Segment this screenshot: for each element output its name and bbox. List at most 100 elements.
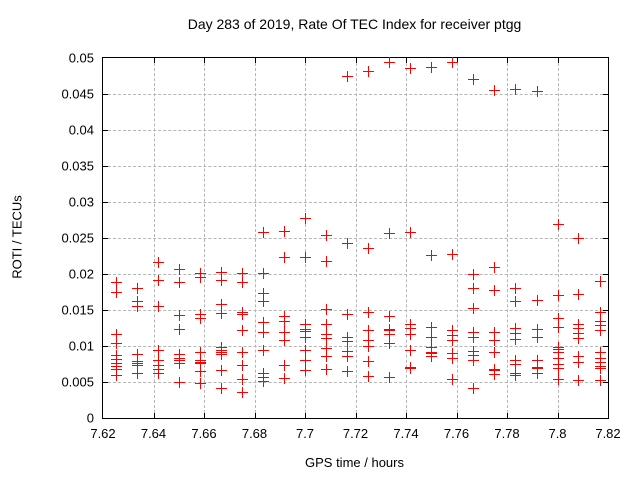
data-point-marker xyxy=(510,282,522,294)
y-tick-label: 0.035 xyxy=(61,158,94,174)
data-point-marker xyxy=(110,276,122,288)
data-point-marker xyxy=(131,348,143,360)
data-point-marker xyxy=(531,324,543,336)
data-point-marker xyxy=(131,359,143,371)
data-point-marker xyxy=(342,309,354,321)
data-point-marker xyxy=(194,271,206,283)
data-point-marker xyxy=(489,347,501,359)
data-point-marker xyxy=(320,304,332,316)
data-point-marker xyxy=(279,251,291,263)
data-point-marker xyxy=(131,301,143,313)
y-axis-label: ROTI / TECUs xyxy=(9,195,25,279)
y-tick-mark xyxy=(103,274,108,275)
data-point-marker xyxy=(468,383,480,395)
y-tick-mark xyxy=(603,310,608,311)
data-point-marker xyxy=(531,294,543,306)
data-point-marker xyxy=(173,276,185,288)
y-tick-label: 0.01 xyxy=(68,338,94,354)
data-point-marker xyxy=(510,359,522,370)
x-tick-mark xyxy=(557,58,559,63)
data-point-marker xyxy=(552,353,564,365)
x-tick-mark xyxy=(355,413,357,418)
data-point-marker xyxy=(447,57,459,69)
x-tick-mark xyxy=(507,58,508,63)
data-point-marker xyxy=(510,83,522,95)
y-grid-line xyxy=(103,94,608,95)
data-point-marker xyxy=(426,351,438,363)
data-point-marker xyxy=(110,338,122,350)
data-point-marker xyxy=(257,344,269,356)
x-tick-label: 7.78 xyxy=(494,426,520,441)
data-point-marker xyxy=(384,227,396,239)
data-point-marker xyxy=(405,345,417,357)
data-point-marker xyxy=(320,333,332,345)
data-point-marker xyxy=(152,275,164,287)
data-point-marker xyxy=(279,335,291,347)
data-point-marker xyxy=(257,288,269,300)
data-point-marker xyxy=(320,318,332,330)
x-tick-label: 7.66 xyxy=(191,426,217,441)
data-point-marker xyxy=(573,351,585,363)
x-tick-mark xyxy=(557,413,559,418)
x-tick-mark xyxy=(254,58,256,63)
data-point-marker xyxy=(194,358,206,370)
data-point-marker xyxy=(194,312,206,324)
data-point-marker xyxy=(215,298,227,310)
x-tick-mark xyxy=(456,58,458,63)
data-point-marker xyxy=(447,248,459,260)
data-point-marker xyxy=(594,325,606,337)
data-point-marker xyxy=(531,355,543,367)
data-point-marker xyxy=(447,353,459,365)
data-point-marker xyxy=(236,347,248,359)
data-point-marker xyxy=(426,322,438,334)
x-tick-mark xyxy=(254,413,256,418)
data-point-marker xyxy=(363,335,375,347)
x-tick-mark xyxy=(456,413,458,418)
data-point-marker xyxy=(342,351,354,363)
x-tick-mark xyxy=(153,413,155,418)
x-tick-mark xyxy=(507,413,508,418)
data-point-marker xyxy=(279,315,291,327)
data-point-marker xyxy=(257,316,269,328)
data-point-marker xyxy=(489,261,501,273)
data-point-marker xyxy=(300,251,311,263)
data-point-marker xyxy=(489,84,501,96)
x-tick-mark xyxy=(204,413,205,418)
y-grid-line xyxy=(103,202,608,203)
data-point-marker xyxy=(363,356,375,368)
y-grid-line xyxy=(103,274,608,275)
data-point-marker xyxy=(468,302,480,314)
data-point-marker xyxy=(215,266,227,278)
y-tick-label: 0.005 xyxy=(61,374,94,390)
y-grid-line xyxy=(103,238,608,239)
data-point-marker xyxy=(363,371,375,383)
data-point-marker xyxy=(110,329,122,341)
y-tick-label: 0.025 xyxy=(61,230,94,246)
data-point-marker xyxy=(384,371,396,383)
data-point-marker xyxy=(279,327,291,339)
y-grid-line xyxy=(103,130,608,131)
data-point-marker xyxy=(320,364,332,376)
data-point-marker xyxy=(194,347,206,359)
data-point-marker xyxy=(405,363,417,375)
y-grid-line xyxy=(103,310,608,311)
data-point-marker xyxy=(279,225,291,237)
y-tick-label: 0.02 xyxy=(68,266,94,282)
data-point-marker xyxy=(573,289,585,301)
data-point-marker xyxy=(173,358,185,370)
data-point-marker xyxy=(573,333,585,345)
data-point-marker xyxy=(257,296,269,308)
data-point-marker xyxy=(152,344,164,356)
data-point-marker xyxy=(110,364,122,376)
y-grid-line xyxy=(103,382,608,383)
data-point-marker xyxy=(510,328,522,340)
y-grid-line xyxy=(103,166,608,167)
data-point-marker xyxy=(363,341,375,352)
data-point-marker xyxy=(384,311,396,323)
x-tick-mark xyxy=(305,413,306,418)
data-point-marker xyxy=(300,355,311,367)
x-tick-label: 7.82 xyxy=(595,426,621,441)
data-point-marker xyxy=(489,335,501,347)
data-point-marker xyxy=(531,86,543,98)
data-point-marker xyxy=(236,276,248,288)
